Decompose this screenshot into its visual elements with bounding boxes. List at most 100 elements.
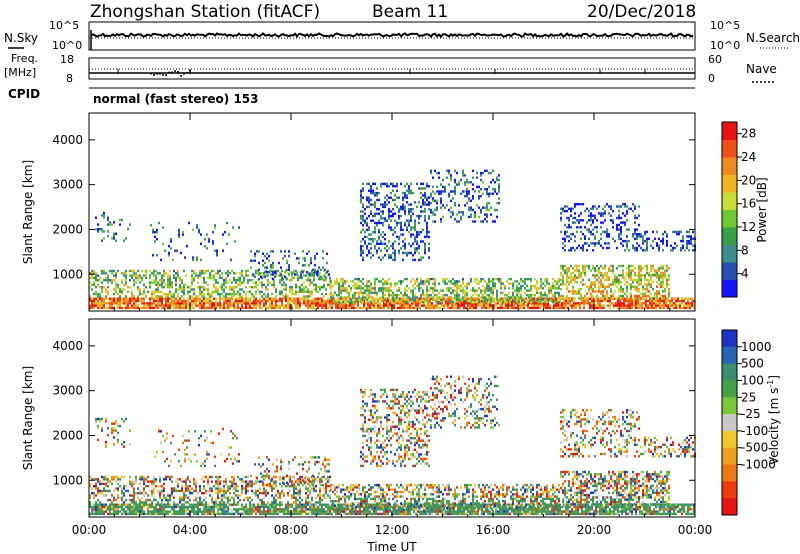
echo-cell (200, 233, 202, 236)
echo-cell (173, 508, 175, 511)
echo-cell (404, 242, 406, 245)
echo-cell (334, 282, 336, 285)
echo-cell (155, 503, 157, 506)
echo-cell (187, 286, 189, 289)
echo-cell (344, 282, 346, 285)
echo-cell (508, 291, 510, 295)
echo-cell (191, 297, 193, 300)
echo-cell (298, 275, 300, 278)
echo-cell (239, 272, 241, 275)
echo-cell (330, 291, 332, 295)
echo-cell (545, 304, 547, 307)
echo-cell (217, 292, 219, 296)
echo-cell (195, 274, 197, 277)
echo-cell (434, 220, 436, 223)
echo-cell (617, 299, 619, 303)
echo-cell (351, 510, 353, 513)
echo-cell (588, 214, 590, 217)
echo-cell (426, 277, 428, 281)
echo-cell (574, 292, 576, 295)
echo-cell (409, 306, 411, 310)
echo-cell (653, 299, 655, 303)
echo-cell (384, 254, 386, 257)
echo-cell (392, 185, 394, 188)
echo-cell (396, 221, 398, 225)
echo-cell (682, 246, 684, 250)
echo-cell (121, 292, 123, 296)
echo-cell (99, 295, 101, 298)
echo-cell (502, 282, 504, 285)
echo-cell (197, 281, 199, 284)
echo-cell (141, 508, 143, 511)
echo-cell (133, 279, 135, 282)
echo-cell (159, 505, 161, 509)
echo-cell (367, 510, 369, 513)
echo-cell (432, 176, 434, 179)
echo-cell (315, 505, 317, 509)
echo-cell (251, 295, 253, 298)
echo-cell (432, 185, 434, 189)
echo-cell (227, 269, 229, 273)
echo-cell (484, 213, 486, 216)
echo-cell (185, 274, 187, 277)
echo-cell (662, 274, 664, 277)
echo-cell (259, 512, 261, 516)
echo-cell (287, 505, 289, 509)
echo-cell (217, 290, 219, 293)
echo-cell (325, 503, 327, 506)
echo-cell (564, 264, 566, 268)
echo-cell (280, 273, 282, 276)
echo-cell (561, 302, 563, 305)
echo-cell (127, 505, 129, 509)
echo-cell (123, 239, 125, 242)
echo-cell (109, 304, 111, 307)
echo-cell (408, 187, 410, 190)
echo-cell (319, 299, 321, 303)
echo-cell (560, 294, 562, 298)
echo-cell (362, 258, 364, 262)
echo-cell (474, 213, 476, 216)
echo-cell (412, 212, 414, 215)
echo-cell (326, 252, 328, 255)
echo-cell (494, 220, 496, 223)
echo-cell (89, 295, 91, 298)
echo-cell (266, 271, 268, 274)
echo-cell (331, 512, 333, 516)
echo-cell (334, 280, 336, 283)
echo-cell (530, 300, 532, 304)
echo-cell (147, 510, 149, 513)
echo-cell (636, 228, 638, 231)
echo-cell (223, 290, 225, 293)
echo-cell (388, 201, 390, 204)
echo-cell (536, 289, 538, 292)
echo-cell (686, 239, 688, 243)
echo-cell (646, 267, 648, 270)
echo-cell (472, 169, 474, 172)
echo-cell (208, 240, 210, 243)
echo-cell (223, 512, 225, 516)
echo-cell (576, 292, 578, 295)
echo-cell (552, 282, 554, 285)
echo-cell (141, 306, 143, 310)
echo-cell (622, 244, 624, 247)
echo-cell (402, 205, 404, 209)
echo-cell (490, 213, 492, 216)
echo-cell (207, 283, 209, 287)
echo-cell (648, 237, 650, 240)
echo-cell (95, 299, 97, 303)
echo-cell (301, 505, 303, 509)
echo-cell (169, 283, 171, 287)
echo-cell (509, 302, 511, 305)
echo-cell (530, 280, 532, 283)
echo-cell (573, 302, 575, 305)
echo-cell (624, 278, 626, 282)
echo-cell (245, 274, 247, 277)
echo-cell (466, 300, 468, 304)
echo-cell (432, 287, 434, 290)
echo-cell (339, 304, 341, 307)
echo-cell (247, 269, 249, 273)
echo-cell (600, 226, 602, 229)
echo-cell (388, 277, 390, 281)
echo-cell (416, 235, 418, 239)
echo-cell (163, 281, 165, 284)
